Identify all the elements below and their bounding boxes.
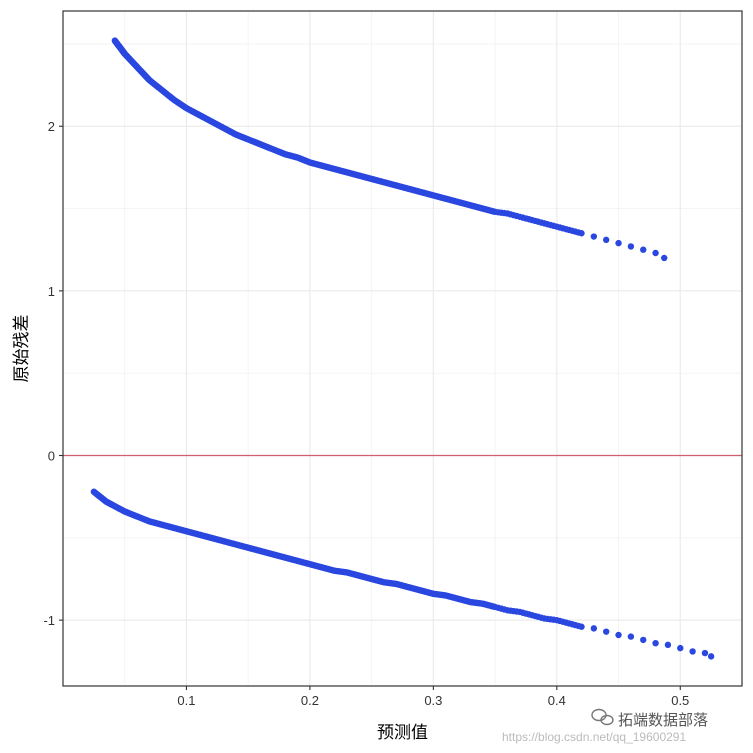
- y-tick-label: 0: [48, 449, 55, 464]
- panel-border: [62, 10, 743, 687]
- x-tick-label: 0.1: [177, 693, 195, 708]
- y-axis-ticks: -1 0 1 2: [43, 119, 63, 628]
- data-point: [701, 649, 709, 657]
- watermark: 拓端数据部落 https://blog.csdn.net/qq_19600291: [502, 708, 708, 744]
- watermark-label: 拓端数据部落: [618, 711, 708, 729]
- data-point: [652, 639, 659, 647]
- data-point: [661, 254, 668, 262]
- data-point: [677, 644, 684, 652]
- data-point: [707, 653, 715, 660]
- data-point: [627, 633, 635, 640]
- x-tick-label: 0.2: [301, 693, 319, 708]
- watermark-url: https://blog.csdn.net/qq_19600291: [502, 730, 686, 744]
- x-tick-label: 0.5: [671, 693, 689, 708]
- y-tick-label: 1: [48, 284, 55, 299]
- x-tick-label: 0.4: [548, 693, 566, 708]
- data-point: [615, 239, 622, 247]
- data-point: [615, 631, 622, 639]
- data-point: [664, 641, 672, 649]
- x-axis-title: 预测值: [377, 723, 428, 743]
- y-tick-label: 2: [48, 119, 55, 134]
- data-points: [90, 37, 715, 660]
- y-tick-label: -1: [43, 613, 55, 628]
- x-tick-label: 0.3: [424, 693, 442, 708]
- x-axis-ticks: 0.1 0.2 0.3 0.4 0.5: [177, 686, 689, 708]
- data-point: [640, 636, 647, 644]
- data-point: [652, 249, 659, 257]
- data-point: [640, 246, 647, 253]
- major-gridlines: [63, 11, 742, 686]
- data-point: [590, 625, 598, 632]
- data-point: [627, 243, 635, 250]
- data-point: [689, 648, 696, 655]
- data-point: [603, 628, 610, 635]
- data-point: [590, 233, 598, 240]
- data-point: [578, 623, 585, 630]
- wechat-icon: [591, 708, 614, 726]
- y-axis-title: 原始残差: [12, 315, 32, 383]
- data-point: [578, 230, 585, 237]
- data-point: [603, 236, 610, 244]
